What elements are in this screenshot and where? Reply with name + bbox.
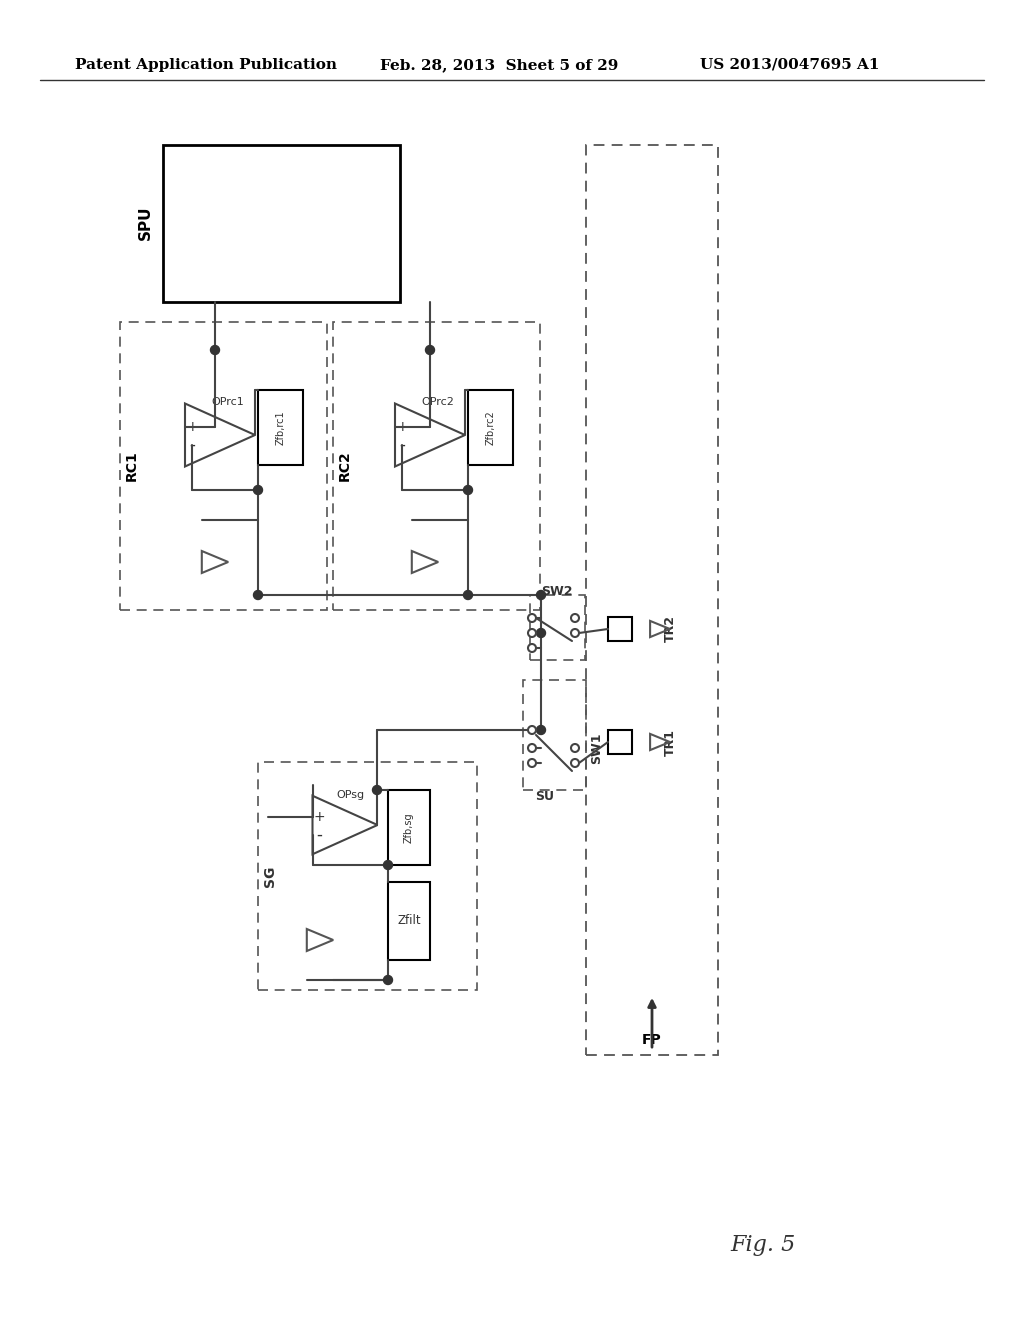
Bar <box>388 789 430 865</box>
Circle shape <box>254 590 262 599</box>
Circle shape <box>254 486 262 495</box>
Circle shape <box>528 644 536 652</box>
Circle shape <box>571 630 579 638</box>
Circle shape <box>464 590 472 599</box>
Circle shape <box>571 614 579 622</box>
Circle shape <box>373 785 382 795</box>
Bar <box>163 145 400 302</box>
Circle shape <box>571 759 579 767</box>
Text: OPsg: OPsg <box>336 789 365 800</box>
Text: Zfilt: Zfilt <box>397 915 421 928</box>
Text: TR1: TR1 <box>664 729 677 755</box>
Bar <box>120 322 327 610</box>
Circle shape <box>528 759 536 767</box>
Circle shape <box>528 744 536 752</box>
Text: Fig. 5: Fig. 5 <box>730 1234 796 1257</box>
Text: +: + <box>396 420 408 434</box>
Text: -: - <box>399 436 404 454</box>
Text: SPU: SPU <box>138 206 153 240</box>
Bar <box>586 145 718 1055</box>
Text: RC2: RC2 <box>338 450 352 482</box>
Text: -: - <box>189 436 195 454</box>
Bar <box>608 730 632 754</box>
Bar <box>523 680 586 789</box>
Bar <box>608 616 632 642</box>
Text: -: - <box>316 826 322 843</box>
Circle shape <box>537 628 546 638</box>
Text: OPrc2: OPrc2 <box>422 397 455 407</box>
Text: Zfb,rc1: Zfb,rc1 <box>275 411 286 445</box>
Bar <box>468 389 513 465</box>
Bar <box>258 762 477 990</box>
Circle shape <box>528 614 536 622</box>
Text: +: + <box>186 420 198 434</box>
Circle shape <box>528 630 536 638</box>
Circle shape <box>537 590 546 599</box>
Text: TR2: TR2 <box>664 615 677 643</box>
Text: SG: SG <box>263 866 278 887</box>
Circle shape <box>537 726 546 734</box>
Bar <box>388 882 430 960</box>
Circle shape <box>211 346 219 355</box>
Circle shape <box>426 346 434 355</box>
Text: US 2013/0047695 A1: US 2013/0047695 A1 <box>700 58 880 73</box>
Circle shape <box>528 726 536 734</box>
Text: Zfb,sg: Zfb,sg <box>404 812 414 842</box>
Circle shape <box>571 744 579 752</box>
Text: FP: FP <box>642 1034 662 1047</box>
Text: +: + <box>313 810 325 824</box>
Bar <box>258 389 303 465</box>
Bar <box>333 322 540 610</box>
Circle shape <box>384 975 392 985</box>
Text: OPrc1: OPrc1 <box>212 397 245 407</box>
Circle shape <box>384 861 392 870</box>
Text: Feb. 28, 2013  Sheet 5 of 29: Feb. 28, 2013 Sheet 5 of 29 <box>380 58 618 73</box>
Text: Zfb,rc2: Zfb,rc2 <box>485 411 496 445</box>
Text: SW2: SW2 <box>541 585 572 598</box>
Text: Patent Application Publication: Patent Application Publication <box>75 58 337 73</box>
Bar <box>530 595 585 660</box>
Circle shape <box>464 486 472 495</box>
Text: RC1: RC1 <box>125 450 139 482</box>
Text: SW1: SW1 <box>590 733 603 764</box>
Text: SU: SU <box>535 789 554 803</box>
